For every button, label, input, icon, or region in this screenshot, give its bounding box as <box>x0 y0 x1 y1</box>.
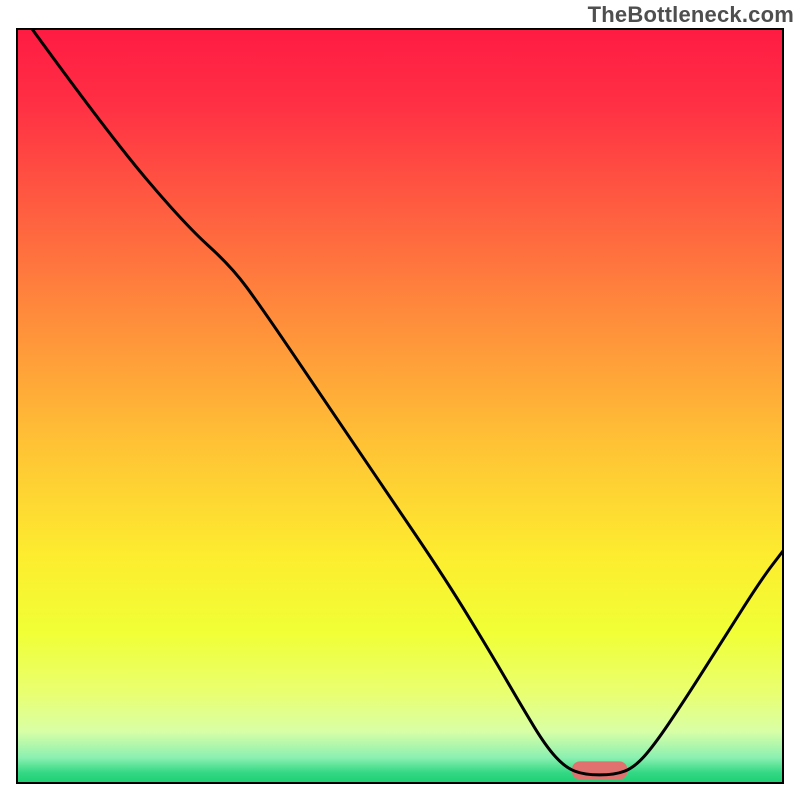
watermark-label: TheBottleneck.com <box>588 2 794 28</box>
chart-svg <box>16 28 784 784</box>
plot-area <box>16 28 784 784</box>
chart-background <box>16 28 784 784</box>
optimal-marker <box>572 761 627 779</box>
chart-container: TheBottleneck.com <box>0 0 800 800</box>
